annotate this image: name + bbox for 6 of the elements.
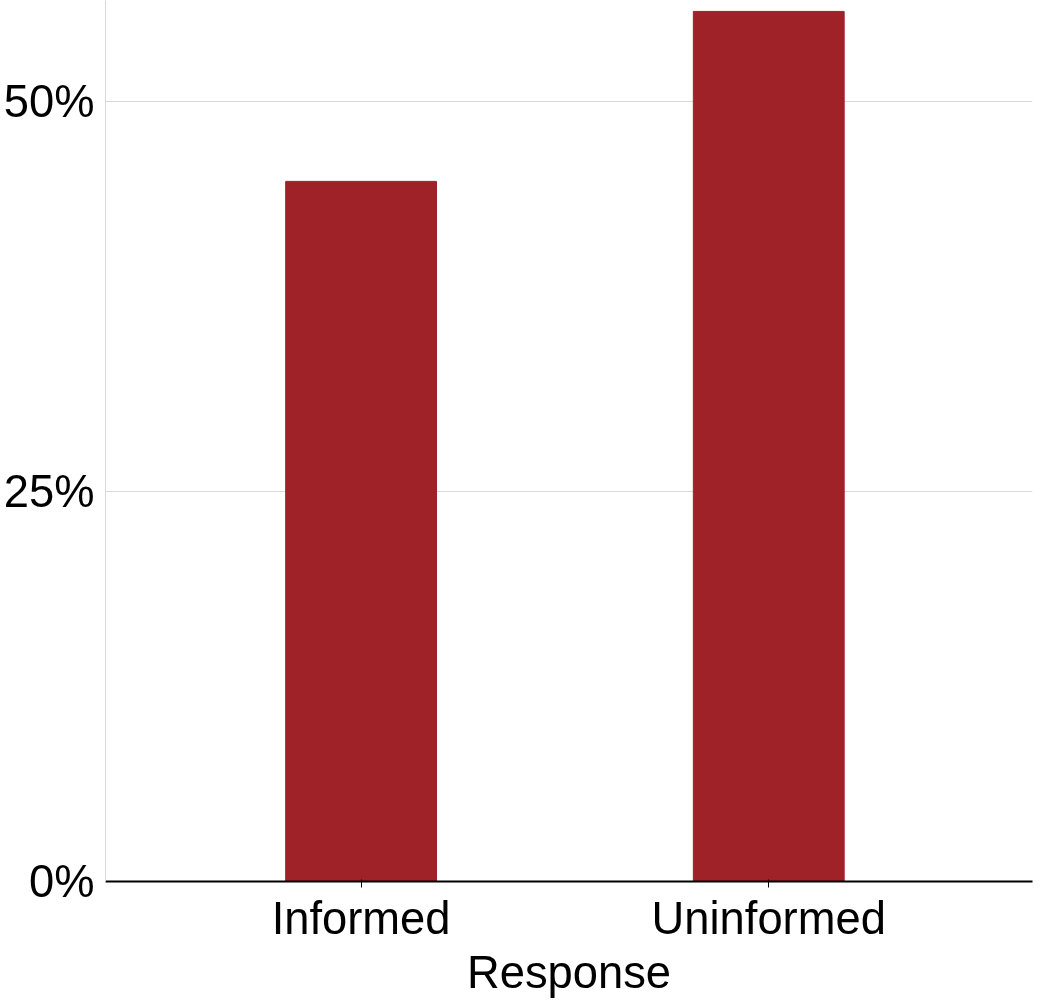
y-tick-label: 0% xyxy=(28,856,95,907)
x-tick-label: Informed xyxy=(271,892,451,944)
y-tick-label: 50% xyxy=(3,76,95,128)
x-axis-title: Response xyxy=(466,946,672,998)
y-tick-label: 25% xyxy=(3,466,95,518)
x-tick-label: Uninformed xyxy=(651,892,886,944)
